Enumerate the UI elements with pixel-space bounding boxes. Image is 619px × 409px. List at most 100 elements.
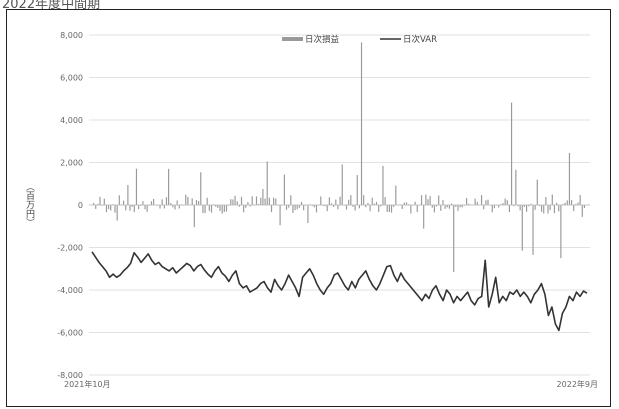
pnl-bar	[127, 185, 129, 205]
pnl-bar	[395, 185, 397, 205]
pnl-bar	[455, 205, 457, 207]
pnl-bar	[311, 205, 313, 206]
pnl-bar	[487, 199, 489, 205]
y-tick-label: -8,000	[57, 371, 83, 380]
pnl-bar	[170, 203, 172, 205]
pnl-bar	[335, 199, 337, 205]
pnl-bar	[356, 175, 358, 205]
pnl-bar	[380, 205, 382, 207]
pnl-bar	[521, 205, 523, 251]
pnl-bar	[403, 202, 405, 205]
y-axis-label: （百万円）	[24, 182, 35, 227]
pnl-bar	[273, 197, 275, 205]
pnl-bar	[195, 200, 198, 205]
pnl-bar	[367, 202, 369, 205]
pnl-bar	[341, 164, 343, 205]
pnl-bar	[360, 42, 363, 205]
pnl-bar	[446, 205, 448, 208]
pnl-bar	[474, 198, 476, 205]
pnl-bar	[538, 205, 541, 207]
pnl-bar	[292, 205, 294, 213]
pnl-bar	[105, 205, 108, 213]
pnl-bar	[468, 203, 470, 205]
pnl-bar	[298, 205, 300, 208]
pnl-bar	[365, 205, 367, 208]
y-tick-label: 4,000	[60, 116, 83, 125]
pnl-bar	[191, 198, 193, 205]
pnl-bar	[150, 201, 153, 205]
pnl-bar	[135, 168, 138, 205]
pnl-bar	[562, 204, 564, 205]
pnl-bar	[378, 205, 380, 212]
y-tick-label: -4,000	[57, 286, 83, 295]
pnl-bar	[427, 199, 429, 205]
pnl-bar	[410, 205, 412, 214]
pnl-bar	[401, 205, 403, 209]
pnl-bar	[517, 205, 519, 207]
pnl-bar	[223, 205, 225, 212]
pnl-bar	[140, 205, 142, 206]
pnl-bar	[513, 205, 515, 207]
pnl-bar	[146, 205, 148, 212]
pnl-bar	[414, 201, 416, 205]
pnl-bar	[110, 205, 112, 211]
pnl-bar	[510, 102, 513, 205]
pnl-bar	[358, 205, 360, 209]
pnl-bar	[363, 195, 365, 205]
x-tick-label: 2021年10月	[64, 379, 111, 389]
pnl-bar	[566, 200, 568, 205]
pnl-bar	[382, 165, 384, 205]
x-tick-labels: 2021年10月 2022年9月	[64, 379, 598, 389]
pnl-bar	[221, 205, 223, 214]
pnl-bar	[243, 205, 245, 213]
pnl-bar	[264, 198, 266, 205]
pnl-bar	[433, 205, 435, 213]
y-tick-label: 0	[78, 201, 83, 210]
pnl-bar	[200, 172, 202, 205]
pnl-bar	[369, 205, 371, 212]
pnl-bar	[296, 205, 298, 210]
pnl-bar	[97, 203, 99, 205]
pnl-bar	[459, 205, 461, 208]
pnl-bar	[352, 205, 354, 207]
legend-label: 日次VAR	[403, 34, 437, 45]
pnl-bar	[232, 199, 234, 205]
pnl-bar	[234, 195, 236, 205]
pnl-bar	[320, 196, 322, 205]
pnl-bar	[500, 204, 502, 205]
pnl-bar	[185, 194, 187, 205]
pnl-bar	[260, 197, 262, 205]
pnl-bar	[440, 205, 442, 211]
pnl-bar	[476, 201, 478, 205]
pnl-bar	[491, 205, 493, 213]
pnl-bar	[371, 197, 373, 205]
pnl-bar	[144, 205, 146, 210]
daily-var-line	[91, 251, 588, 332]
y-tick-label: 8,000	[60, 31, 83, 40]
pnl-bar	[457, 205, 459, 211]
pnl-bar	[174, 205, 176, 210]
pnl-bar	[322, 205, 324, 206]
pnl-bar	[142, 201, 144, 205]
pnl-bar	[168, 168, 170, 205]
pnl-bar	[493, 205, 496, 209]
legend: 日次損益 日次VAR	[282, 34, 437, 45]
x-tick-label: 2022年9月	[557, 379, 598, 389]
pnl-bar	[581, 205, 583, 217]
pnl-bar	[515, 169, 517, 205]
var-line	[91, 251, 588, 332]
pnl-bar	[324, 205, 326, 207]
y-tick-labels: -8,000 -6,000 -4,000 -2,000 0 2,000 4,000 6,000…	[57, 31, 83, 380]
pnl-bar	[549, 205, 551, 211]
pnl-bar	[230, 199, 232, 205]
pnl-bar	[247, 202, 249, 205]
pnl-bar	[202, 205, 204, 213]
pnl-bar	[93, 202, 95, 205]
pnl-bar	[290, 195, 292, 205]
chart-frame: -8,000 -6,000 -4,000 -2,000 0 2,000 4,000 6,000…	[6, 9, 611, 407]
y-tick-label: 6,000	[60, 74, 83, 83]
pnl-bar	[288, 205, 290, 208]
pnl-bar	[453, 205, 455, 272]
pnl-bar	[258, 204, 260, 205]
pnl-bar	[159, 205, 161, 209]
